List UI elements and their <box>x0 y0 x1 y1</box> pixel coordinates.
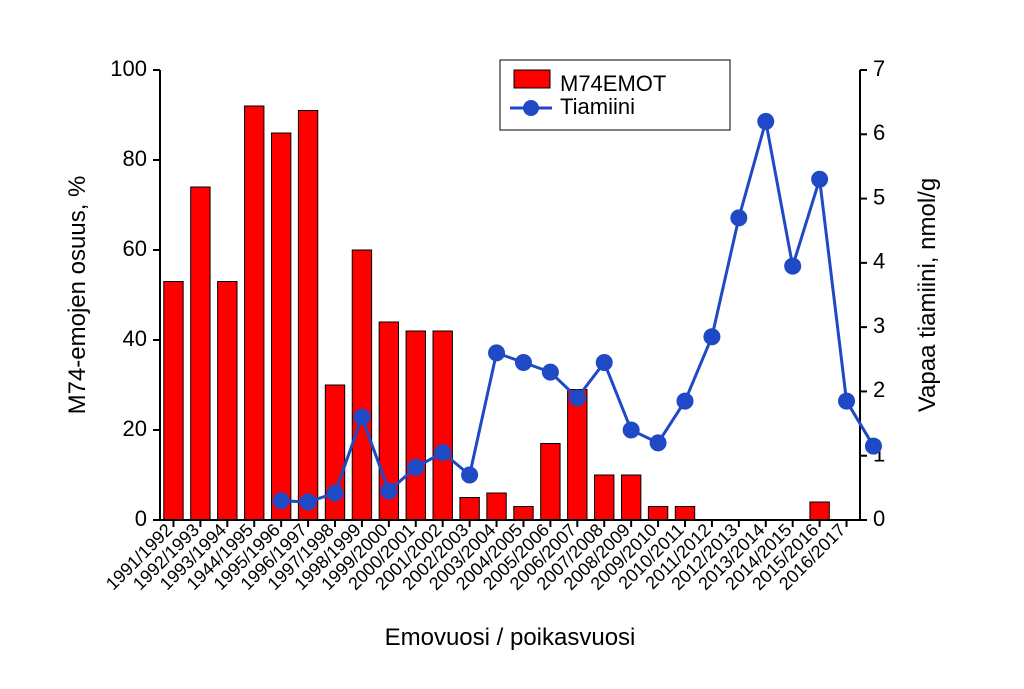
svg-text:0: 0 <box>873 506 885 531</box>
svg-text:4: 4 <box>873 249 885 274</box>
svg-text:2: 2 <box>873 377 885 402</box>
legend: M74EMOTTiamiini <box>500 60 730 130</box>
svg-text:60: 60 <box>123 236 147 261</box>
svg-text:M74EMOT: M74EMOT <box>560 71 666 96</box>
svg-text:5: 5 <box>873 184 885 209</box>
svg-text:20: 20 <box>123 416 147 441</box>
svg-text:M74-emojen osuus, %: M74-emojen osuus, % <box>64 176 91 415</box>
svg-text:40: 40 <box>123 326 147 351</box>
svg-text:Tiamiini: Tiamiini <box>560 94 635 119</box>
svg-text:6: 6 <box>873 120 885 145</box>
svg-text:80: 80 <box>123 146 147 171</box>
svg-text:7: 7 <box>873 56 885 81</box>
chart-svg: 020406080100012345671991/19921992/199319… <box>0 0 1024 689</box>
svg-text:0: 0 <box>135 506 147 531</box>
svg-text:3: 3 <box>873 313 885 338</box>
svg-text:100: 100 <box>110 56 147 81</box>
svg-text:Emovuosi / poikasvuosi: Emovuosi / poikasvuosi <box>385 624 636 651</box>
chart-container: 020406080100012345671991/19921992/199319… <box>0 0 1024 689</box>
svg-text:Vapaa tiamiini, nmol/g: Vapaa tiamiini, nmol/g <box>914 178 941 412</box>
